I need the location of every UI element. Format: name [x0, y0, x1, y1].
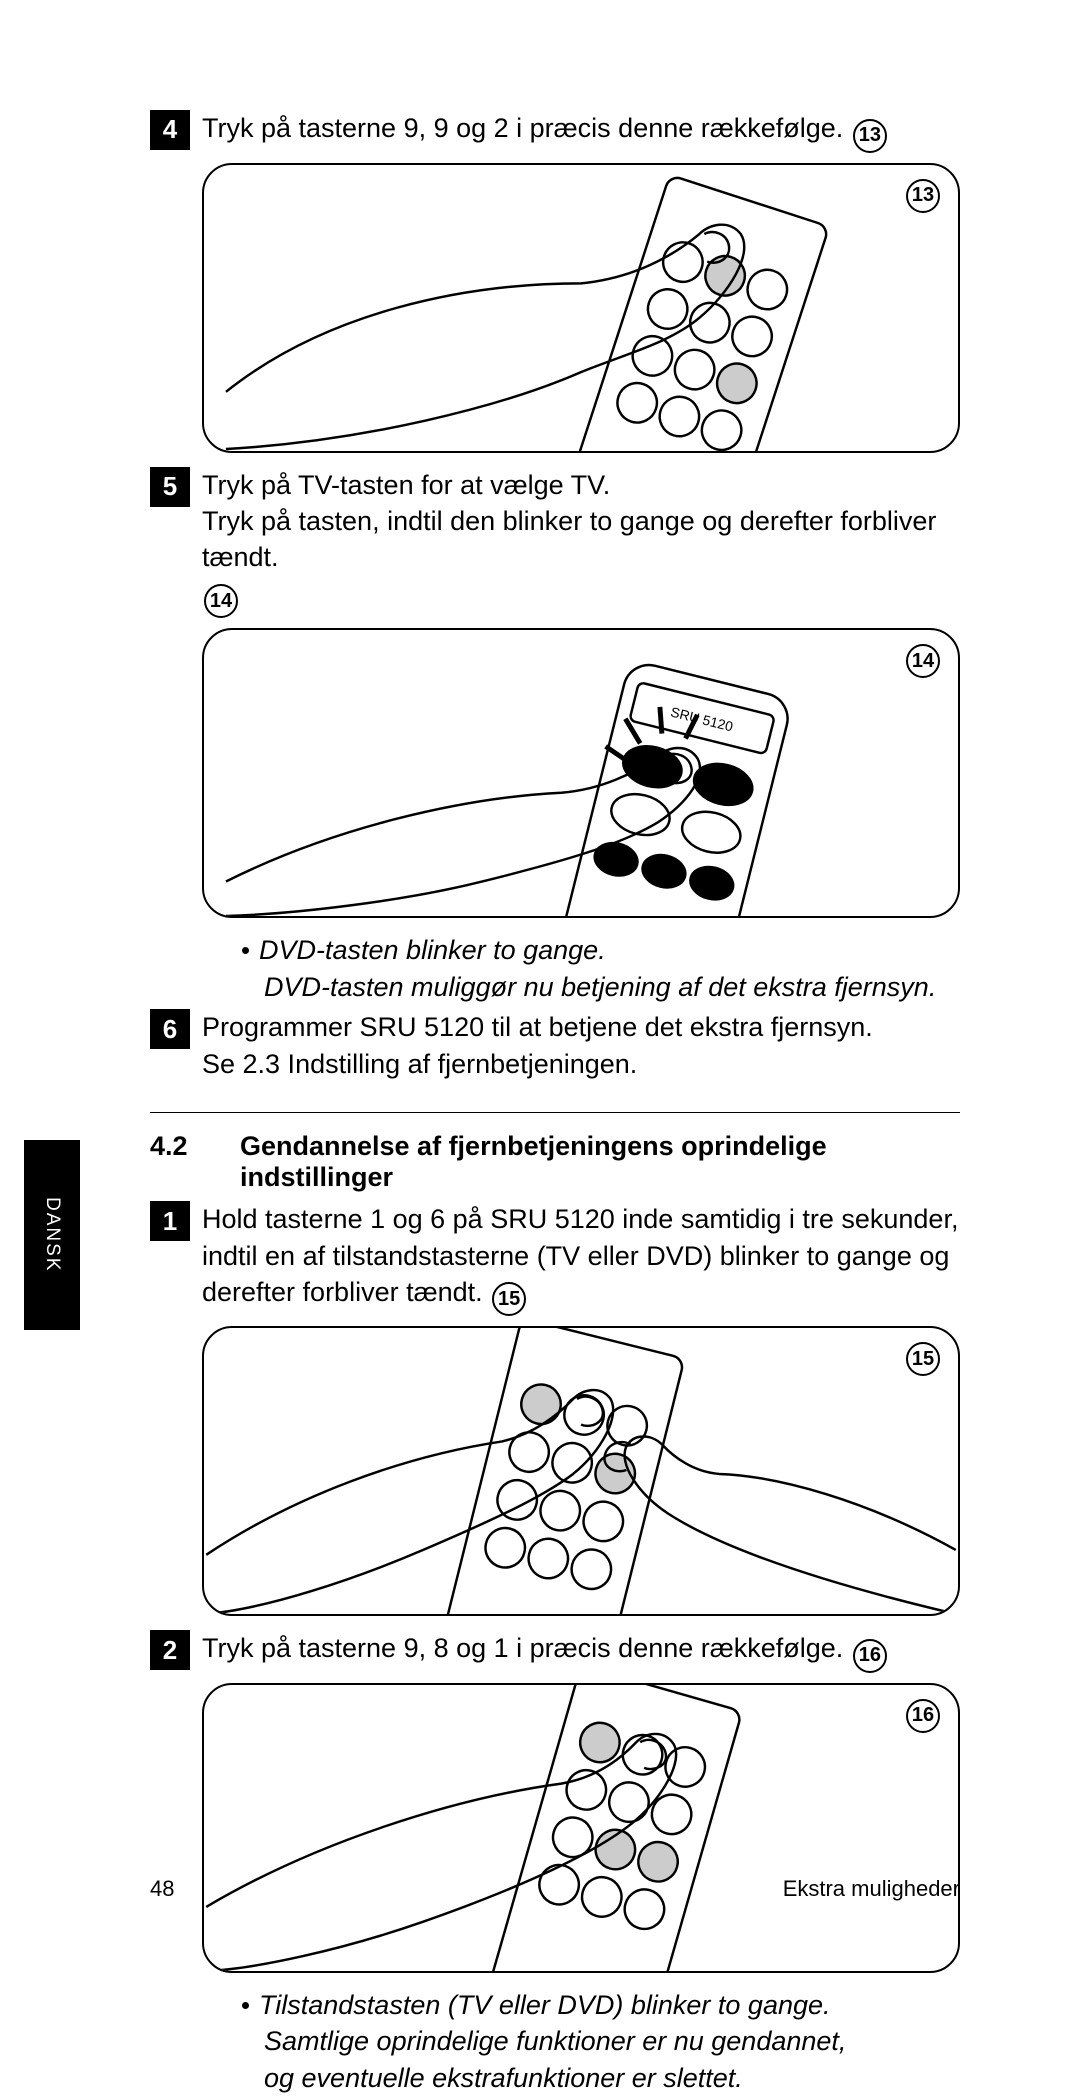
figure-15-illustration	[204, 1328, 958, 1614]
section-4-2-num: 4.2	[150, 1131, 240, 1193]
step-6-number: 6	[150, 1009, 190, 1049]
step-6: 6 Programmer SRU 5120 til at betjene det…	[150, 1009, 960, 1082]
section-divider	[150, 1112, 960, 1113]
manual-page: DANSK 4 Tryk på tasterne 9, 9 og 2 i præ…	[0, 0, 1080, 1972]
language-label: DANSK	[41, 1197, 63, 1272]
step-4-2-2-body: Tryk på tasterne 9, 8 og 1 i præcis denn…	[202, 1630, 960, 1673]
step-5: 5 Tryk på TV-tasten for at vælge TV. Try…	[150, 467, 960, 619]
ref-16-inline: 16	[853, 1639, 887, 1673]
step5-note: DVD-tasten blinker to gange. DVD-tasten …	[242, 932, 960, 1005]
bullet-icon	[242, 947, 249, 954]
figure-13-illustration	[204, 165, 958, 451]
section-4-2-heading: 4.2 Gendannelse af fjernbetjeningens opr…	[150, 1131, 960, 1193]
step-5-line2: Tryk på tasten, indtil den blinker to ga…	[202, 506, 936, 572]
step-4-2-2-number: 2	[150, 1630, 190, 1670]
ref-15-inline: 15	[492, 1282, 526, 1316]
sec42-note-line1: Tilstandstasten (TV eller DVD) blinker t…	[259, 1990, 831, 2020]
step-6-line1: Programmer SRU 5120 til at betjene det e…	[202, 1012, 873, 1042]
step-5-number: 5	[150, 467, 190, 507]
sec42-note-line2: Samtlige oprindelige funktioner er nu ge…	[264, 2026, 846, 2056]
step-4-2-1: 1 Hold tasterne 1 og 6 på SRU 5120 inde …	[150, 1201, 960, 1316]
step-4-2-1-number: 1	[150, 1201, 190, 1241]
page-footer: 48 Ekstra muligheder	[150, 1876, 960, 1902]
step-5-line1: Tryk på TV-tasten for at vælge TV.	[202, 470, 610, 500]
svg-text:SRU 5120: SRU 5120	[669, 705, 735, 735]
step-4: 4 Tryk på tasterne 9, 9 og 2 i præcis de…	[150, 110, 960, 153]
step-4-text: Tryk på tasterne 9, 9 og 2 i præcis denn…	[202, 113, 843, 143]
step-4-2-2-text: Tryk på tasterne 9, 8 og 1 i præcis denn…	[202, 1633, 843, 1663]
figure-14-illustration: SRU 5120	[204, 630, 958, 916]
figure-14: 14 SRU 5120	[202, 628, 960, 918]
step-6-line2: Se 2.3 Indstilling af fjernbetjeningen.	[202, 1049, 637, 1079]
step5-note-line2: DVD-tasten muliggør nu betjening af det …	[264, 972, 936, 1002]
language-tab: DANSK	[24, 1140, 80, 1330]
section-4-2-note: Tilstandstasten (TV eller DVD) blinker t…	[242, 1987, 960, 2096]
figure-16-illustration	[204, 1685, 958, 1971]
bullet-icon	[242, 2002, 249, 2009]
sec42-note-line3: og eventuelle ekstrafunktioner er slette…	[264, 2063, 743, 2093]
footer-section-name: Ekstra muligheder	[783, 1876, 960, 1902]
step-4-2-2: 2 Tryk på tasterne 9, 8 og 1 i præcis de…	[150, 1630, 960, 1673]
page-number: 48	[150, 1876, 174, 1902]
step-4-number: 4	[150, 110, 190, 150]
figure-13: 13	[202, 163, 960, 453]
step-4-body: Tryk på tasterne 9, 9 og 2 i præcis denn…	[202, 110, 960, 153]
step-4-2-1-body: Hold tasterne 1 og 6 på SRU 5120 inde sa…	[202, 1201, 960, 1316]
step-4-2-1-text: Hold tasterne 1 og 6 på SRU 5120 inde sa…	[202, 1204, 958, 1307]
figure-16: 16	[202, 1683, 960, 1973]
step-6-body: Programmer SRU 5120 til at betjene det e…	[202, 1009, 960, 1082]
figure-15: 15	[202, 1326, 960, 1616]
section-4-2-title: Gendannelse af fjernbetjeningens oprinde…	[240, 1131, 960, 1193]
step5-note-line1: DVD-tasten blinker to gange.	[259, 935, 606, 965]
ref-14-inline: 14	[204, 584, 238, 618]
ref-13-inline: 13	[853, 119, 887, 153]
step-5-body: Tryk på TV-tasten for at vælge TV. Tryk …	[202, 467, 960, 619]
